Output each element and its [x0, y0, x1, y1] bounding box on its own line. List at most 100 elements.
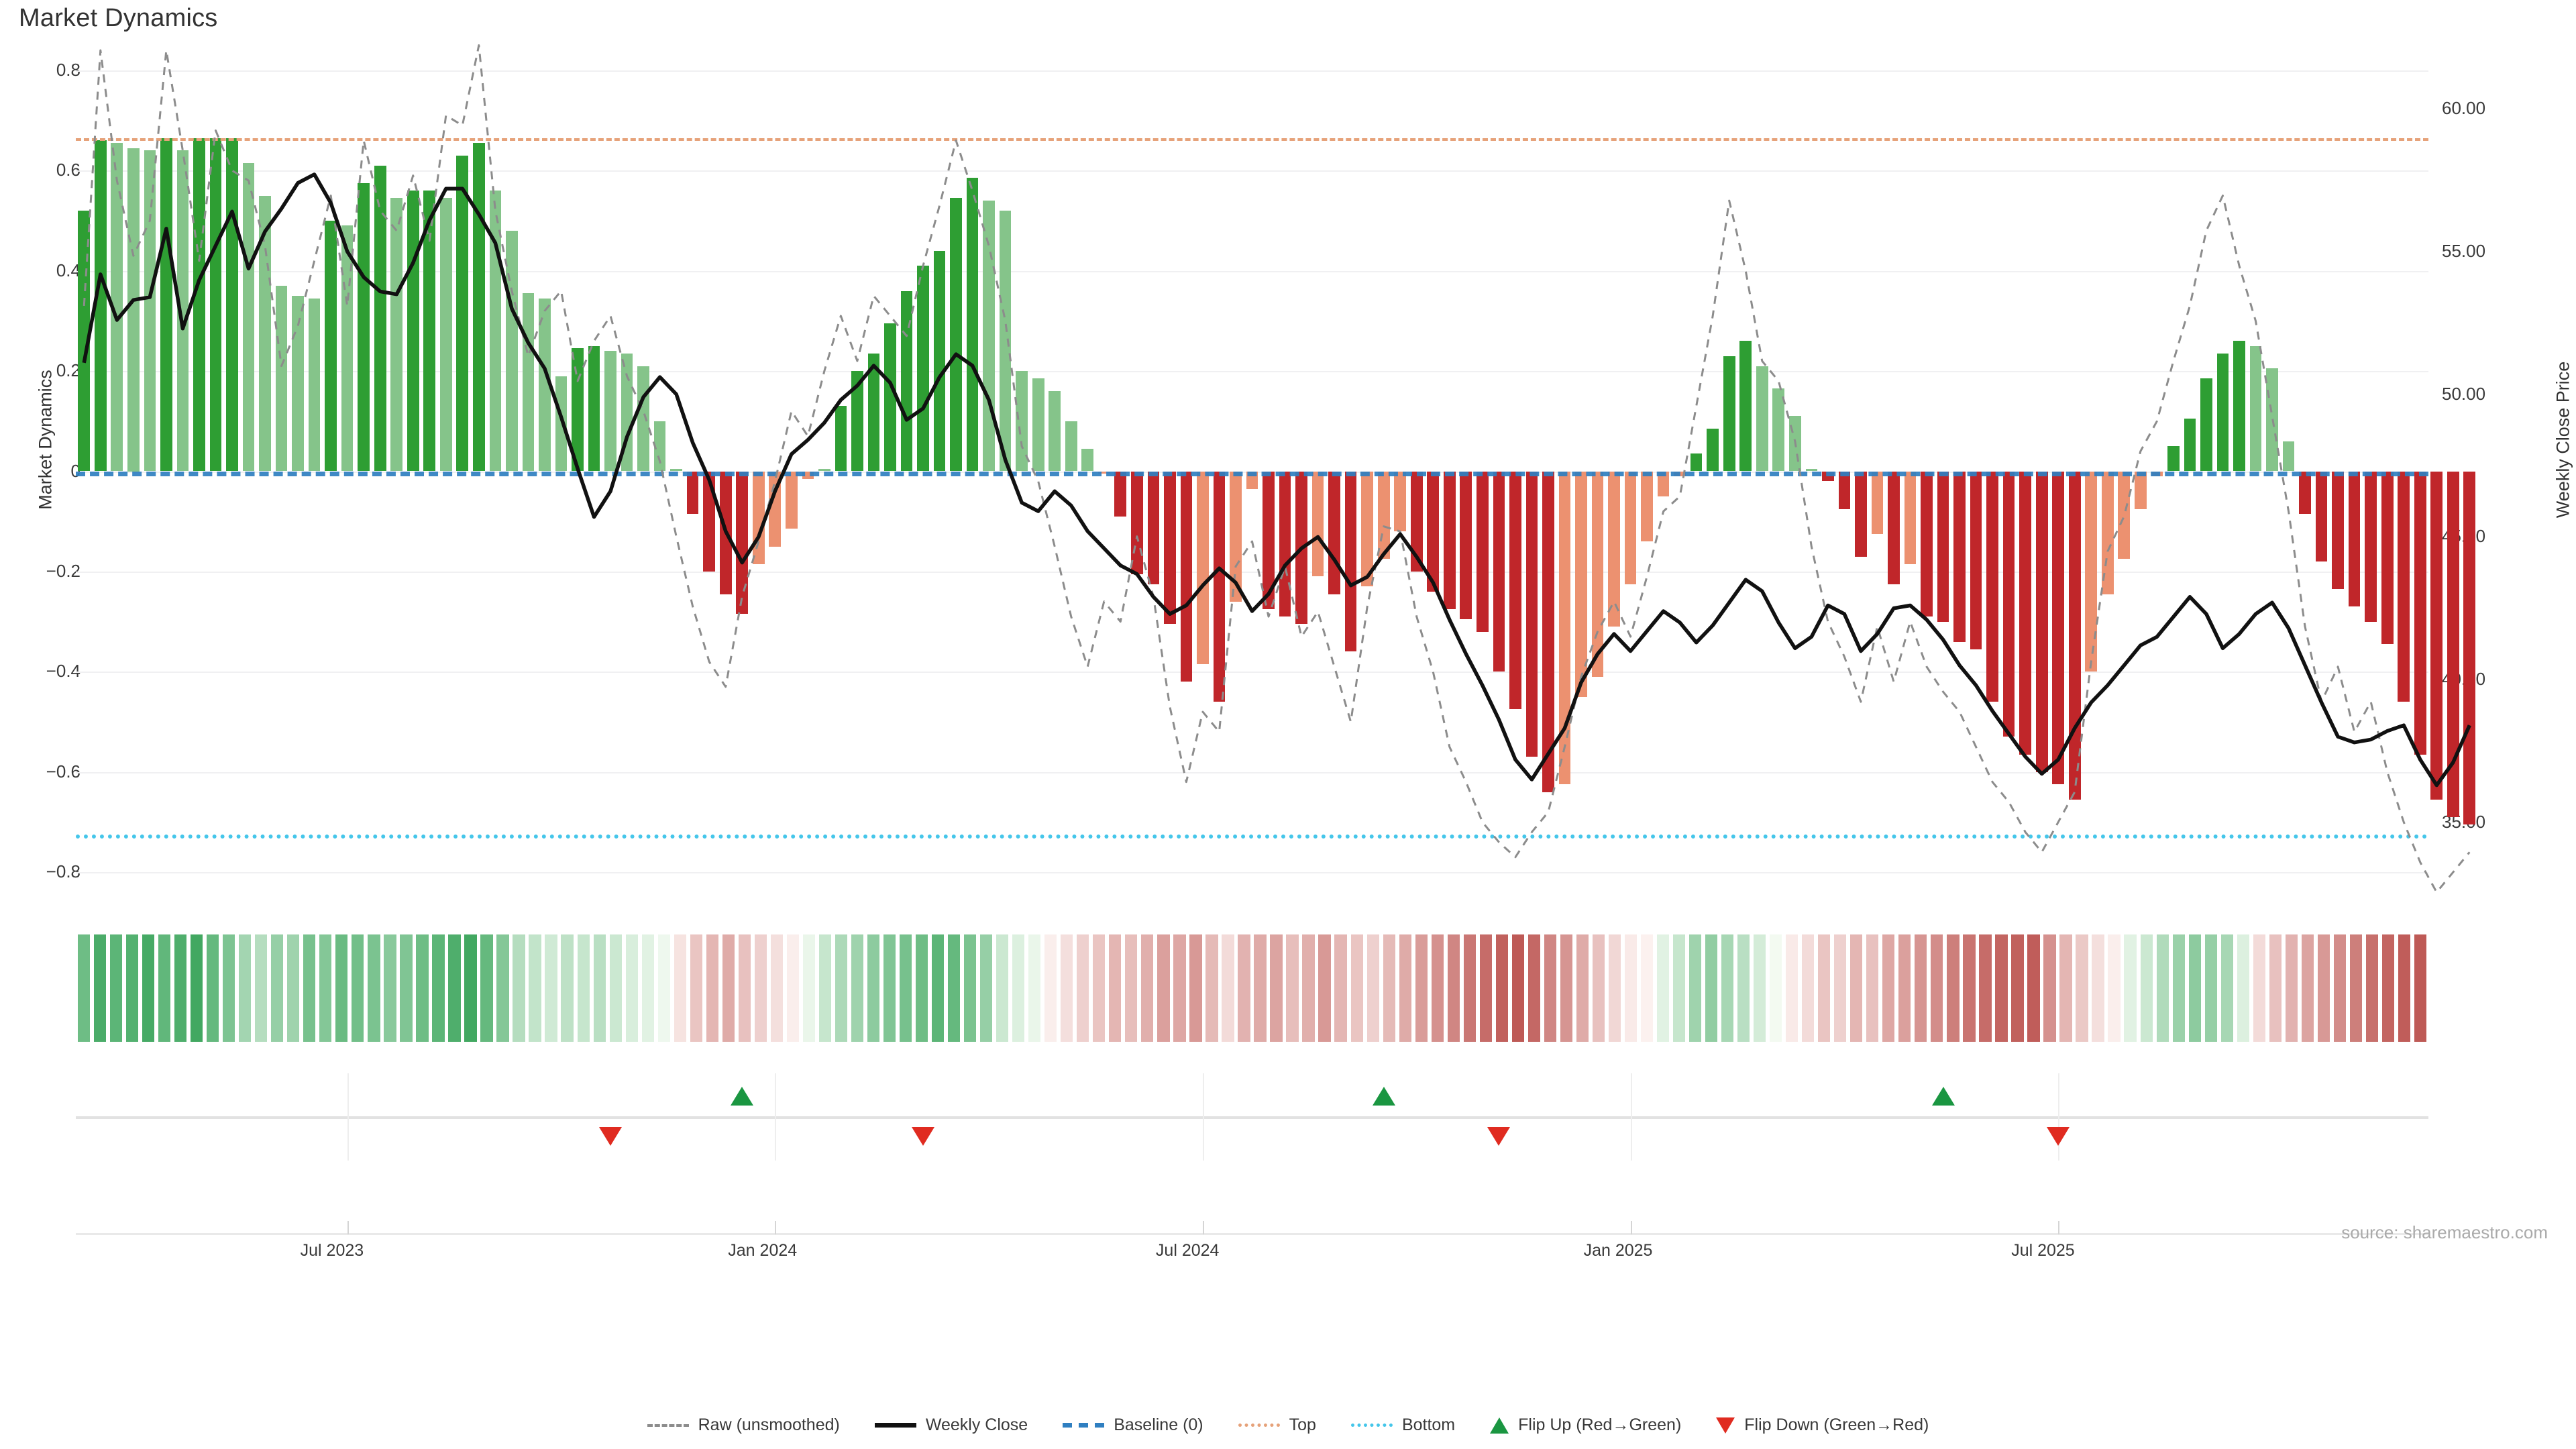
heat-cell [1350, 934, 1363, 1042]
bar [933, 250, 946, 472]
x-tick-label: Jan 2024 [728, 1241, 798, 1260]
heat-cell [1383, 934, 1395, 1042]
legend-item-flip-up[interactable]: Flip Up (Red→Green) [1490, 1415, 1681, 1435]
flip-row-vertical-tick [2058, 1073, 2060, 1161]
main-plot-area [76, 40, 2476, 902]
flip-up-marker[interactable] [1931, 1087, 1955, 1106]
flip-down-marker[interactable] [1487, 1127, 1511, 1146]
heat-cell [1882, 934, 1895, 1042]
bar [2118, 471, 2131, 559]
heat-cell [1061, 934, 1073, 1042]
heat-cell [1721, 934, 1734, 1042]
legend-item-weekly-close[interactable]: Weekly Close [874, 1415, 1028, 1435]
heat-cell [416, 934, 429, 1042]
flip-marker-row [76, 1073, 2428, 1161]
bar [1921, 471, 1933, 617]
bar [1953, 471, 1966, 642]
bar [1525, 471, 1538, 757]
heat-cell [1802, 934, 1815, 1042]
heat-cell [593, 934, 606, 1042]
heat-cell [2108, 934, 2121, 1042]
flip-down-marker[interactable] [2047, 1127, 2070, 1146]
bar [2315, 471, 2328, 561]
bar [1049, 390, 1061, 472]
x-tick [1630, 1221, 1632, 1234]
flip-down-marker[interactable] [599, 1127, 623, 1146]
bar [1575, 471, 1587, 697]
bar [439, 198, 452, 472]
flip-up-icon [1490, 1417, 1509, 1434]
bar [2463, 471, 2476, 825]
flip-row-rule [76, 1116, 2428, 1119]
heat-cell [835, 934, 848, 1042]
bar [144, 150, 156, 472]
bar [1888, 471, 1900, 584]
bar [1427, 471, 1440, 592]
y-tick-left: 0.2 [56, 360, 80, 381]
heat-cell [2381, 934, 2395, 1042]
bar [390, 198, 403, 472]
bar [653, 421, 666, 472]
bar [2200, 378, 2212, 472]
bar [2365, 471, 2377, 622]
heat-cell [2092, 934, 2104, 1042]
legend-item-raw-unsmoothed[interactable]: Raw (unsmoothed) [647, 1415, 840, 1435]
heat-cell [77, 934, 91, 1042]
legend-label: Flip Up (Red→Green) [1518, 1415, 1682, 1434]
heat-cell [1415, 934, 1428, 1042]
y-tick-right: 60.00 [2442, 98, 2486, 119]
bottom-line-icon [1350, 1424, 1393, 1427]
heat-cell [191, 934, 203, 1042]
heat-cell [448, 934, 461, 1042]
heat-cell [303, 934, 316, 1042]
heat-cell [1447, 934, 1460, 1042]
heat-cell [1479, 934, 1492, 1042]
flip-up-marker[interactable] [1372, 1087, 1395, 1106]
x-tick [2058, 1221, 2060, 1234]
heat-cell [368, 934, 380, 1042]
legend-item-top-line[interactable]: Top [1238, 1415, 1316, 1435]
heat-cell [1125, 934, 1138, 1042]
bar [1904, 471, 1917, 564]
bar [1361, 471, 1373, 587]
legend-item-bottom-line[interactable]: Bottom [1350, 1415, 1455, 1435]
bar [325, 220, 337, 472]
heat-cell [2301, 934, 2314, 1042]
legend-label: Baseline (0) [1114, 1415, 1203, 1434]
x-tick-label: Jul 2025 [2011, 1241, 2075, 1260]
heat-cell [1238, 934, 1250, 1042]
heat-cell [464, 934, 477, 1042]
y-tick-right: 55.00 [2442, 240, 2486, 261]
bar [1081, 448, 1094, 472]
heat-cell [2237, 934, 2249, 1042]
bar [1065, 421, 1077, 472]
bar [670, 468, 682, 472]
flip-up-marker[interactable] [731, 1087, 754, 1106]
bar [2052, 471, 2065, 785]
heat-cell [109, 934, 123, 1042]
weekly-close-icon [874, 1423, 916, 1428]
heat-cell [1302, 934, 1315, 1042]
heat-cell [2269, 934, 2282, 1042]
heat-cell [480, 934, 493, 1042]
x-tick-label: Jan 2025 [1583, 1241, 1653, 1260]
heat-cell [255, 934, 268, 1042]
heat-cell [2059, 934, 2072, 1042]
heat-cell [2043, 934, 2056, 1042]
heat-cell [2076, 934, 2088, 1042]
heat-cell [207, 934, 219, 1042]
bar [1180, 471, 1193, 682]
page-title: Market Dynamics [19, 4, 218, 32]
legend-item-baseline-zero[interactable]: Baseline (0) [1063, 1415, 1203, 1435]
raw-unsmoothed-line [83, 44, 2471, 894]
heat-cell [1544, 934, 1556, 1042]
heat-cell [1608, 934, 1621, 1042]
heat-cell [352, 934, 364, 1042]
gridline [76, 371, 2428, 373]
legend-item-flip-down[interactable]: Flip Down (Green→Red) [1716, 1415, 1929, 1435]
flip-row-vertical-tick [1630, 1073, 1632, 1161]
heat-cell [1770, 934, 1782, 1042]
raw-unsmoothed-icon [647, 1424, 689, 1427]
flip-down-marker[interactable] [912, 1127, 934, 1146]
heat-cell [1222, 934, 1234, 1042]
